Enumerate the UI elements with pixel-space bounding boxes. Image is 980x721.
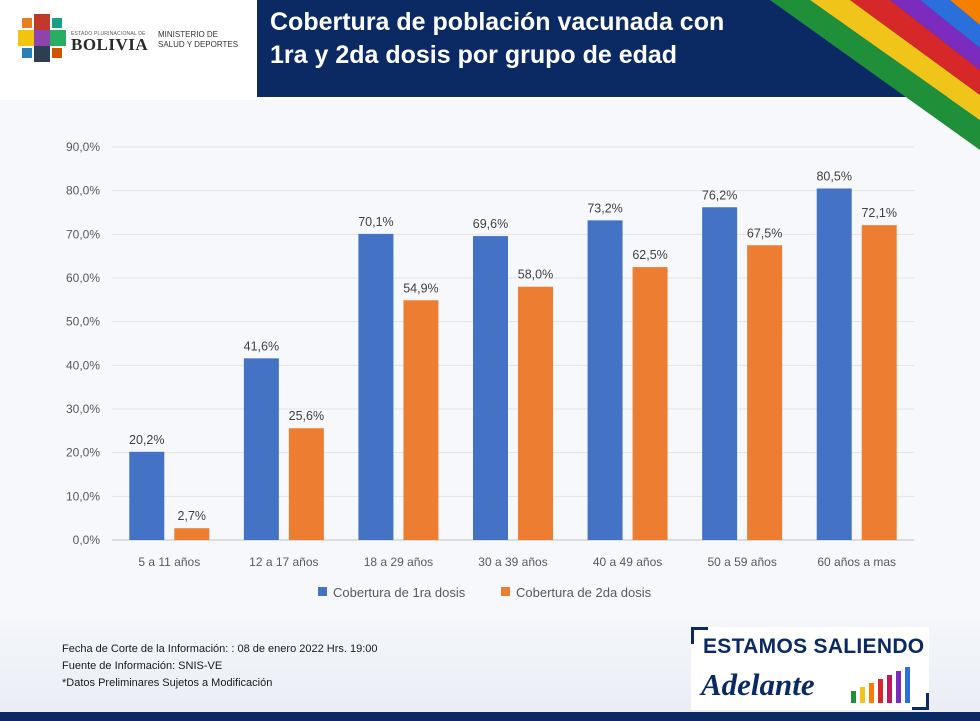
y-tick-label: 40,0% <box>66 358 100 372</box>
bar-1-dosis <box>816 188 852 540</box>
badge-slogan-line1: ESTAMOS SALIENDO <box>703 635 925 658</box>
bottom-strip <box>0 712 980 721</box>
note-cut-date: Fecha de Corte de la Información: : 08 d… <box>62 643 378 655</box>
x-tick-label: 60 años a mas <box>817 555 896 569</box>
title-line-2: 1ra y 2da dosis por grupo de edad <box>270 41 678 69</box>
x-tick-label: 50 a 59 años <box>707 555 776 569</box>
bar-2-dosis <box>288 428 324 540</box>
chart-canvas: 0,0% 10,0% 20,0% 30,0% 40,0% 50,0% 60,0% 70,0% 8… <box>66 140 914 569</box>
rising-bars-icon <box>851 667 910 703</box>
legend-label-1ra-dosis: Cobertura de 1ra dosis <box>333 585 466 600</box>
data-label: 67,5% <box>747 226 782 240</box>
x-tick-label: 40 a 49 años <box>593 555 662 569</box>
data-label: 62,5% <box>632 248 667 262</box>
data-label: 80,5% <box>816 169 851 183</box>
data-label: 2,7% <box>178 509 207 523</box>
bar-1-dosis <box>587 220 623 541</box>
x-tick-label: 5 a 11 años <box>138 555 200 569</box>
page-title: Cobertura de población vacunada con 1ra … <box>270 6 790 72</box>
badge-corner-bottom-right <box>912 693 929 710</box>
bar-1-dosis <box>129 451 165 540</box>
bar-1-dosis <box>243 358 279 540</box>
x-tick-label: 30 a 39 años <box>478 555 547 569</box>
data-label: 73,2% <box>587 201 622 215</box>
y-tick-label: 80,0% <box>66 184 100 198</box>
badge-slogan-line2: Adelante <box>701 667 815 702</box>
data-label: 25,6% <box>289 409 324 423</box>
x-tick-label: 12 a 17 años <box>249 555 318 569</box>
legend-swatch-1ra-dosis <box>318 587 327 596</box>
data-label: 70,1% <box>358 215 393 229</box>
bar-1-dosis <box>358 233 394 540</box>
data-label: 54,9% <box>403 281 438 295</box>
bar-2-dosis <box>518 286 553 540</box>
legend-swatch-2da-dosis <box>501 587 510 596</box>
source-notes: Fecha de Corte de la Información: : 08 d… <box>62 641 378 692</box>
logo-ministry-line2: SALUD Y DEPORTES <box>158 40 239 49</box>
y-tick-label: 70,0% <box>66 227 100 241</box>
badge-corner-top-left <box>691 627 708 644</box>
bar-1-dosis <box>473 236 508 540</box>
y-tick-label: 90,0% <box>66 140 100 154</box>
logo-ministry-line1: MINISTERIO DE <box>158 30 219 39</box>
y-tick-label: 0,0% <box>73 533 101 547</box>
logo-ministry-name: MINISTERIO DE SALUD Y DEPORTES <box>158 30 238 50</box>
bar-2-dosis <box>403 300 439 540</box>
data-label: 20,2% <box>129 433 164 447</box>
y-tick-label: 50,0% <box>66 315 100 329</box>
bar-2-dosis <box>747 245 783 540</box>
data-label: 41,6% <box>244 339 279 353</box>
decorative-stripes <box>770 0 980 150</box>
data-label: 72,1% <box>861 206 896 220</box>
logo-country-name: BOLIVIA <box>71 35 149 54</box>
bar-1-dosis <box>702 207 738 540</box>
data-label: 76,2% <box>702 188 737 202</box>
note-source: Fuente de Información: SNIS-VE <box>62 660 223 672</box>
campaign-badge: ESTAMOS SALIENDO Adelante <box>691 627 929 710</box>
title-line-1: Cobertura de población vacunada con <box>270 8 725 36</box>
legend-item-2da-dosis: Cobertura de 2da dosis <box>501 585 651 600</box>
x-tick-label: 18 a 29 años <box>364 555 433 569</box>
legend-label-2da-dosis: Cobertura de 2da dosis <box>516 585 652 600</box>
y-tick-label: 30,0% <box>66 402 100 416</box>
note-disclaimer: *Datos Preliminares Sujetos a Modificaci… <box>62 677 273 689</box>
legend-item-1ra-dosis: Cobertura de 1ra dosis <box>318 585 465 600</box>
bar-2-dosis <box>632 267 668 540</box>
bolivia-emblem-icon <box>18 14 66 62</box>
y-tick-label: 20,0% <box>66 446 100 460</box>
y-tick-label: 10,0% <box>66 489 100 503</box>
coverage-bar-chart: 0,0% 10,0% 20,0% 30,0% 40,0% 50,0% 60,0% 70,0% 8… <box>0 120 980 620</box>
data-label: 69,6% <box>473 217 508 231</box>
y-tick-label: 60,0% <box>66 271 100 285</box>
bar-2-dosis <box>174 528 210 540</box>
logo-small-text: ESTADO PLURINACIONAL DE <box>71 31 146 37</box>
data-label: 58,0% <box>518 268 553 282</box>
bar-2-dosis <box>861 225 897 540</box>
